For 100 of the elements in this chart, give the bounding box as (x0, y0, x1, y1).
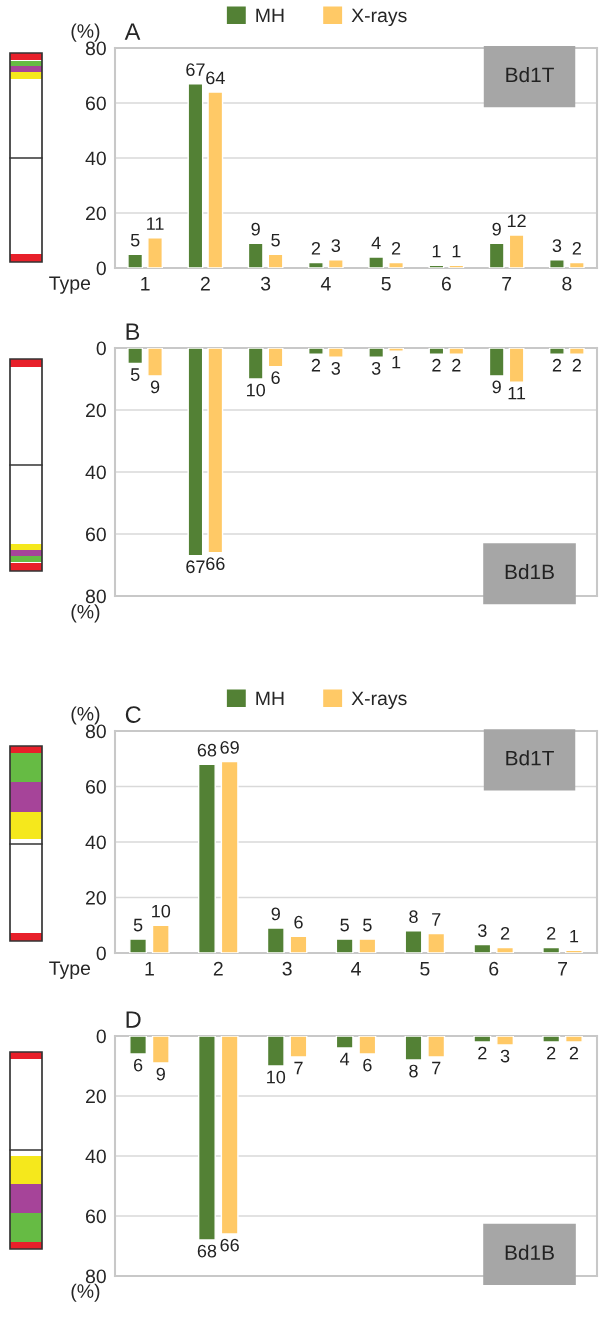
annotation: Bd1B (505, 563, 554, 580)
data-label: 68 (197, 743, 217, 757)
bar (220, 760, 239, 953)
y-tick-label: 20 (86, 403, 106, 418)
data-label: 2 (452, 358, 461, 372)
x-tick-label: 4 (320, 277, 331, 291)
x-tick-label: 2 (213, 961, 223, 976)
data-label: 9 (251, 222, 260, 236)
annotation: Bd1T (506, 66, 554, 83)
bar (473, 1036, 492, 1043)
bar (127, 348, 144, 365)
y-tick-label: 0 (96, 341, 106, 356)
y-tick-label: 80 (85, 41, 106, 56)
x-tick-label: 5 (381, 277, 391, 291)
data-label: 5 (340, 918, 349, 932)
bar (151, 1036, 170, 1064)
data-label: 9 (492, 222, 501, 236)
bar (488, 348, 505, 377)
data-label: 67 (186, 63, 205, 77)
data-label: 2 (569, 1046, 579, 1060)
bar (404, 1036, 423, 1061)
data-label: 7 (432, 913, 441, 926)
chart-title: D (126, 1011, 141, 1028)
data-label: 3 (500, 1049, 510, 1063)
y-tick-label: 40 (85, 465, 106, 480)
y-tick-label: 40 (85, 835, 106, 850)
bar (542, 1036, 561, 1043)
bar (496, 946, 515, 953)
data-label: 7 (294, 1061, 303, 1075)
data-label: 66 (220, 1238, 239, 1252)
data-label: 9 (156, 1067, 165, 1081)
data-label: 66 (206, 557, 225, 571)
bar (568, 348, 585, 355)
bar (187, 83, 204, 268)
y-tick-label: 60 (86, 527, 106, 542)
data-label: 8 (409, 1064, 418, 1078)
data-label: 6 (133, 1058, 143, 1072)
bar (388, 261, 404, 268)
data-label: 2 (552, 358, 562, 372)
bar (496, 1036, 515, 1046)
bar (247, 348, 264, 380)
data-label: 4 (340, 1052, 350, 1066)
data-label: 69 (220, 741, 239, 754)
y-tick-label: 40 (85, 151, 106, 166)
y-axis-title: (%) (71, 706, 100, 725)
y-axis-title: (%) (71, 604, 100, 623)
x-axis-title: Type (49, 961, 91, 979)
bar (207, 91, 224, 268)
data-label: 10 (247, 383, 266, 397)
data-label: 67 (186, 560, 205, 574)
data-label: 9 (271, 907, 280, 921)
y-tick-label: 80 (85, 724, 106, 739)
bar (289, 1036, 308, 1058)
bar (427, 1036, 446, 1058)
bar (542, 946, 561, 953)
legend-label: X-rays (351, 691, 407, 710)
x-tick-label: 4 (351, 962, 361, 976)
data-label: 2 (572, 241, 581, 255)
data-label: 2 (500, 926, 510, 940)
bar (289, 935, 308, 953)
data-label: 4 (371, 236, 381, 250)
annotation: Bd1T (506, 750, 554, 766)
bar (308, 261, 324, 268)
bar (266, 1036, 285, 1067)
bar (197, 763, 216, 953)
bar (327, 348, 344, 358)
y-axis-title: (%) (71, 1283, 100, 1302)
annotation: Bd1B (505, 1244, 554, 1260)
bar (266, 927, 285, 953)
bar (267, 348, 284, 368)
data-label: 3 (331, 361, 341, 375)
data-label: 2 (547, 926, 556, 940)
bar (151, 924, 170, 953)
bar (207, 348, 224, 554)
bar (549, 259, 565, 268)
data-label: 9 (492, 380, 501, 394)
y-axis-title: (%) (71, 23, 100, 42)
data-label: 12 (507, 214, 526, 228)
data-label: 2 (572, 358, 581, 372)
data-label: 9 (150, 380, 160, 394)
x-tick-label: 1 (145, 962, 154, 976)
y-tick-label: 20 (86, 206, 106, 221)
bar (448, 264, 465, 268)
data-label: 1 (452, 244, 461, 258)
x-tick-label: 6 (441, 276, 451, 291)
data-label: 2 (547, 1046, 556, 1060)
bar (247, 242, 264, 268)
data-label: 6 (271, 371, 280, 385)
data-label: 1 (432, 244, 441, 258)
bar (508, 348, 525, 383)
x-tick-label: 8 (562, 276, 572, 291)
data-label: 64 (206, 71, 225, 85)
legend-label: X-rays (351, 8, 407, 27)
data-label: 3 (478, 924, 487, 937)
bar (448, 348, 465, 355)
data-label: 5 (271, 233, 280, 247)
bar (508, 234, 525, 268)
x-tick-label: 7 (558, 962, 567, 976)
data-label: 1 (392, 355, 401, 369)
data-label: 5 (130, 233, 140, 247)
